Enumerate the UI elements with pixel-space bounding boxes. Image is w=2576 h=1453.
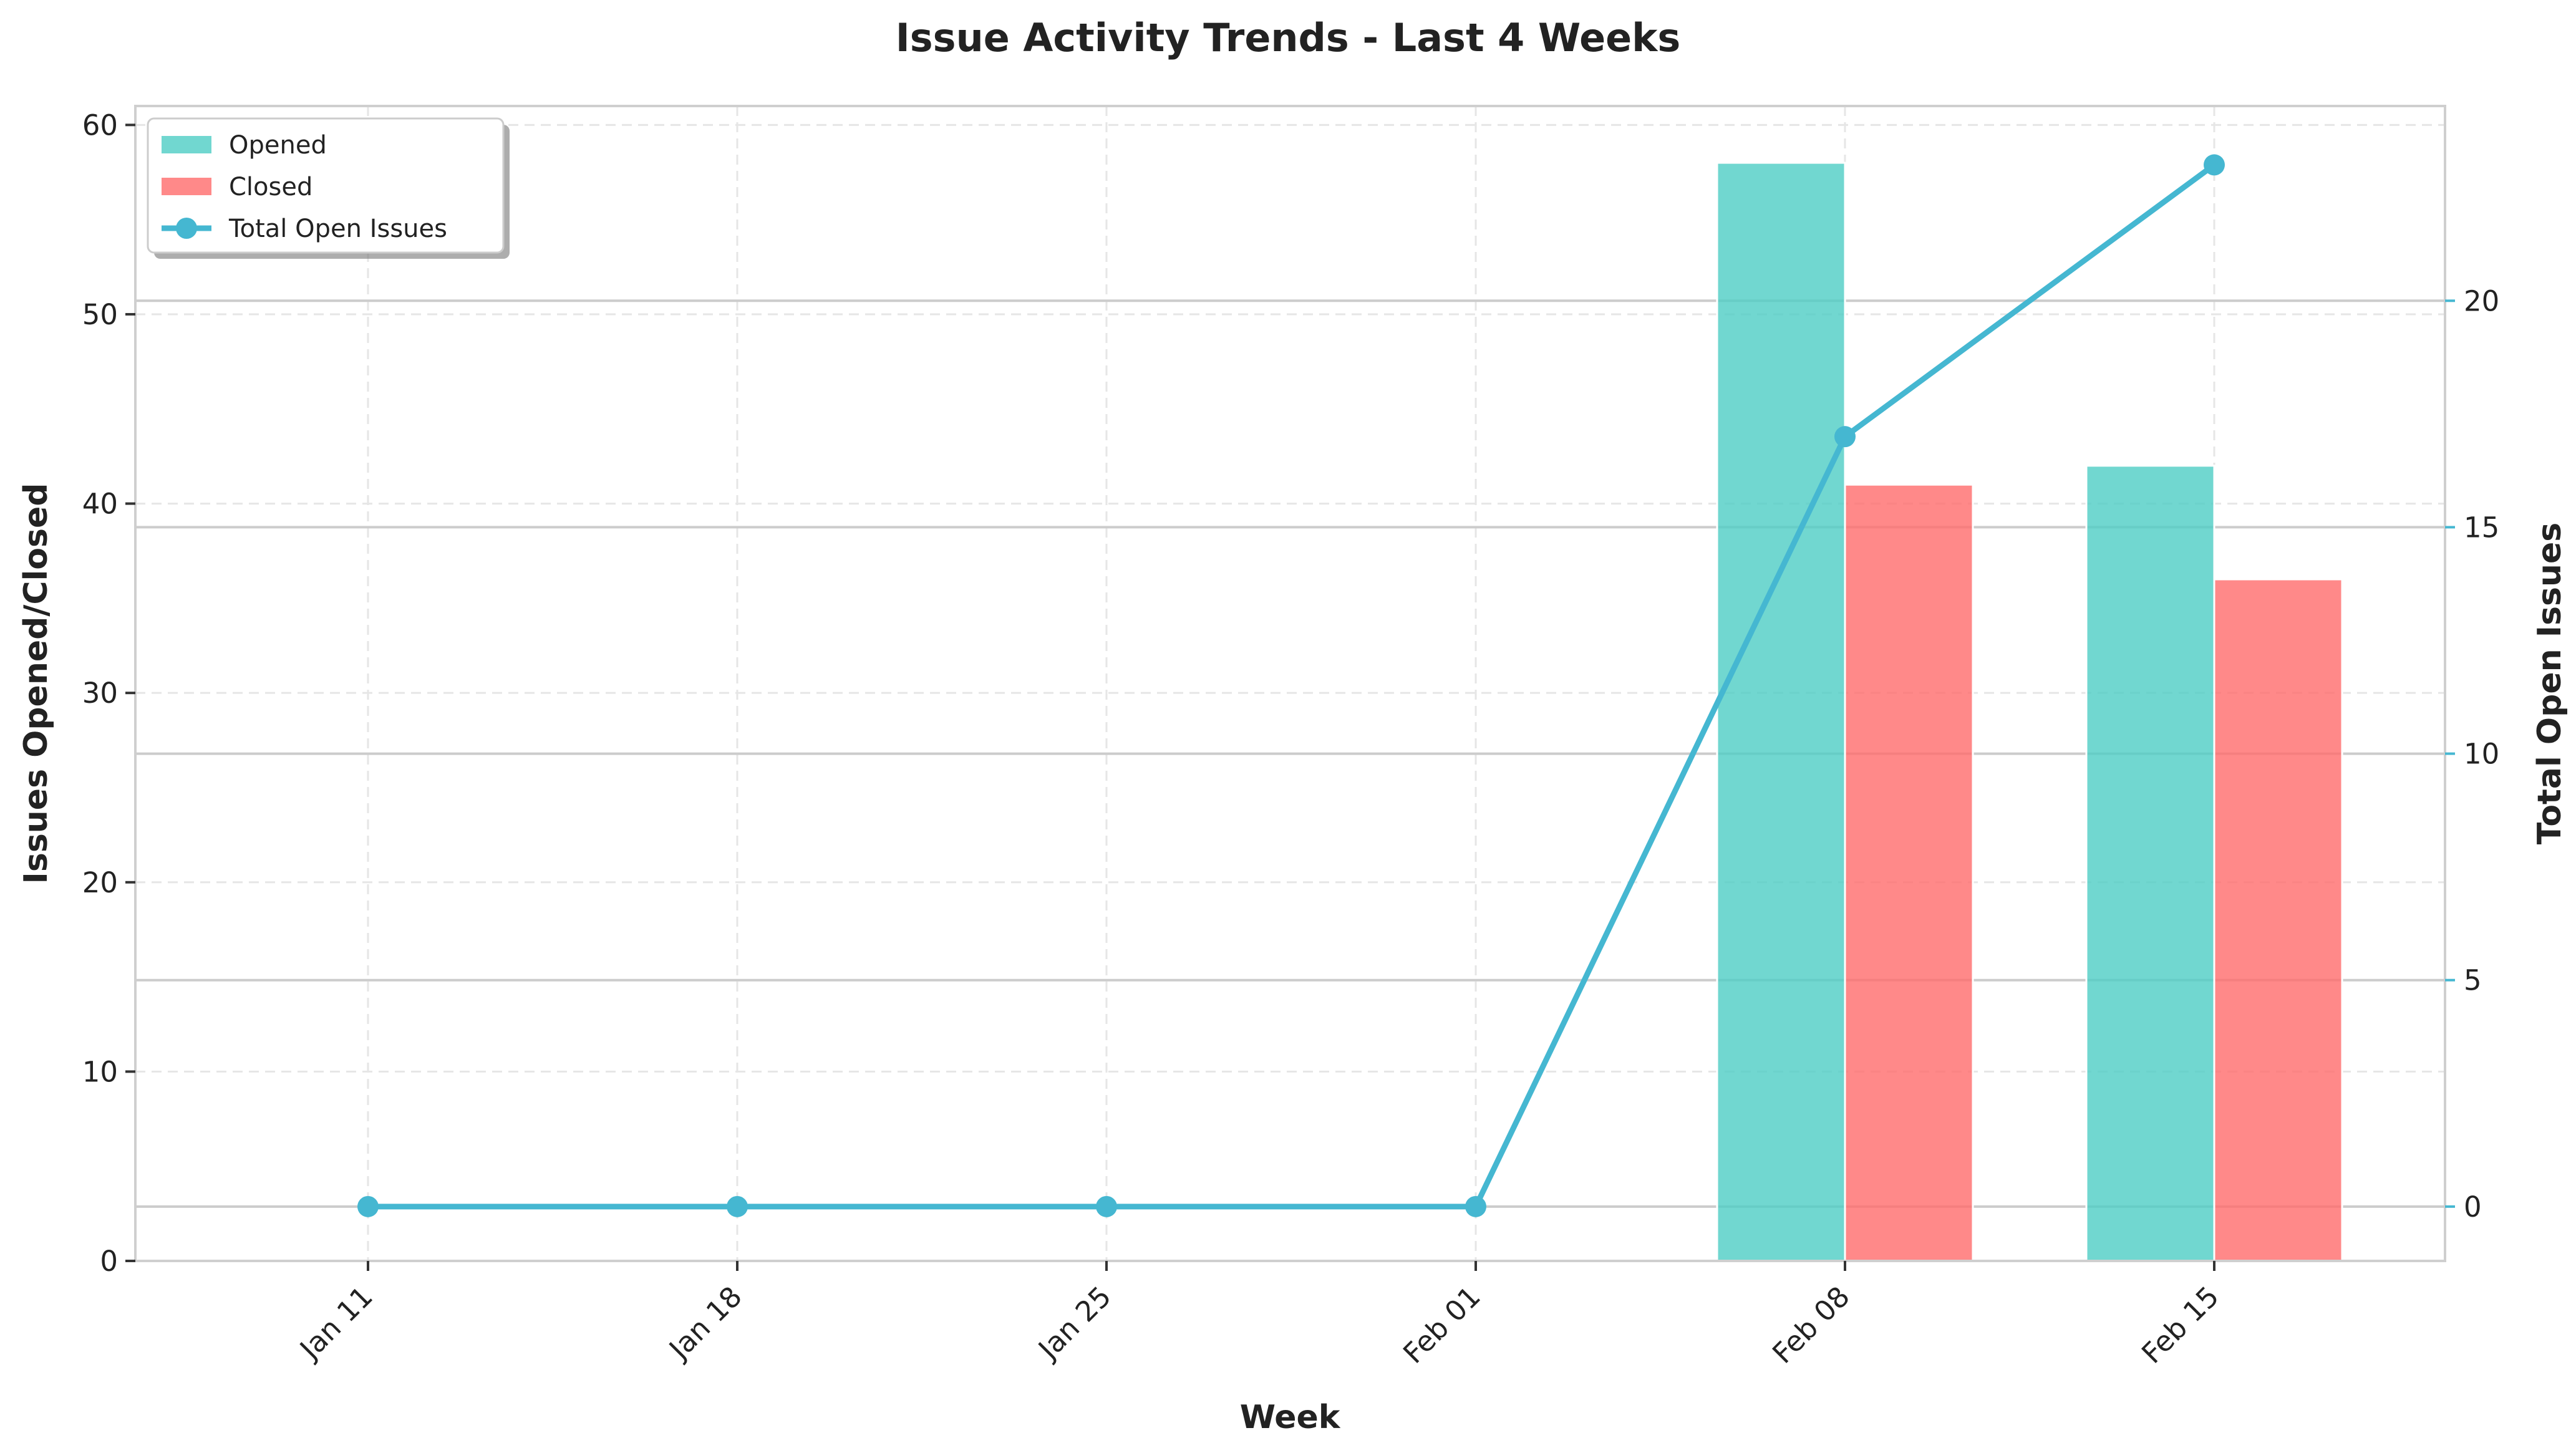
plot-frame — [134, 105, 2446, 1262]
legend-swatch — [162, 178, 211, 195]
y2-tick-label: 10 — [2464, 738, 2499, 771]
bar-closed — [2213, 578, 2343, 1262]
line-point — [1834, 426, 1856, 448]
line-total-open-issues — [365, 162, 2217, 1210]
legend-label: Closed — [229, 173, 312, 201]
line-point — [1465, 1195, 1486, 1217]
y-tick-label: 20 — [82, 866, 118, 899]
y2-axis-title: Total Open Issues — [2531, 523, 2569, 844]
bar-opened — [1716, 162, 1846, 1262]
line-point — [1096, 1195, 1117, 1217]
bar-closed — [1844, 483, 1974, 1262]
y2-tick-label: 15 — [2464, 511, 2499, 544]
legend-label: Opened — [229, 131, 327, 160]
legend-swatch — [162, 136, 211, 153]
x-axis-title: Week — [1240, 1399, 1341, 1436]
y-tick-label: 30 — [82, 677, 118, 710]
chart-title: Issue Activity Trends - Last 4 Weeks — [896, 15, 1681, 60]
line-point — [2204, 154, 2225, 176]
legend-label: Total Open Issues — [228, 215, 447, 243]
y2-tick-label: 0 — [2464, 1190, 2482, 1224]
y2-tick-label: 20 — [2464, 284, 2499, 317]
right-axis: 0 5 10 15 20 — [2445, 284, 2499, 1224]
y-axis-title: Issues Opened/Closed — [17, 483, 55, 884]
line-layer — [357, 154, 2225, 1217]
y-tick-label: 10 — [82, 1055, 118, 1088]
y-tick-label: 0 — [100, 1245, 118, 1278]
bar-opened — [2085, 465, 2215, 1262]
legend-box — [147, 117, 505, 254]
y2-tick-label: 5 — [2464, 964, 2482, 997]
y-tick-label: 50 — [82, 298, 118, 331]
line-point — [727, 1195, 748, 1217]
y-tick-label: 40 — [82, 488, 118, 521]
line-point — [357, 1195, 379, 1217]
y-tick-label: 60 — [82, 109, 118, 142]
legend-swatch-marker — [176, 218, 197, 239]
left-axis: 0 10 20 30 40 50 60 — [82, 109, 135, 1278]
legend: Opened Closed Total Open Issues — [147, 117, 510, 259]
